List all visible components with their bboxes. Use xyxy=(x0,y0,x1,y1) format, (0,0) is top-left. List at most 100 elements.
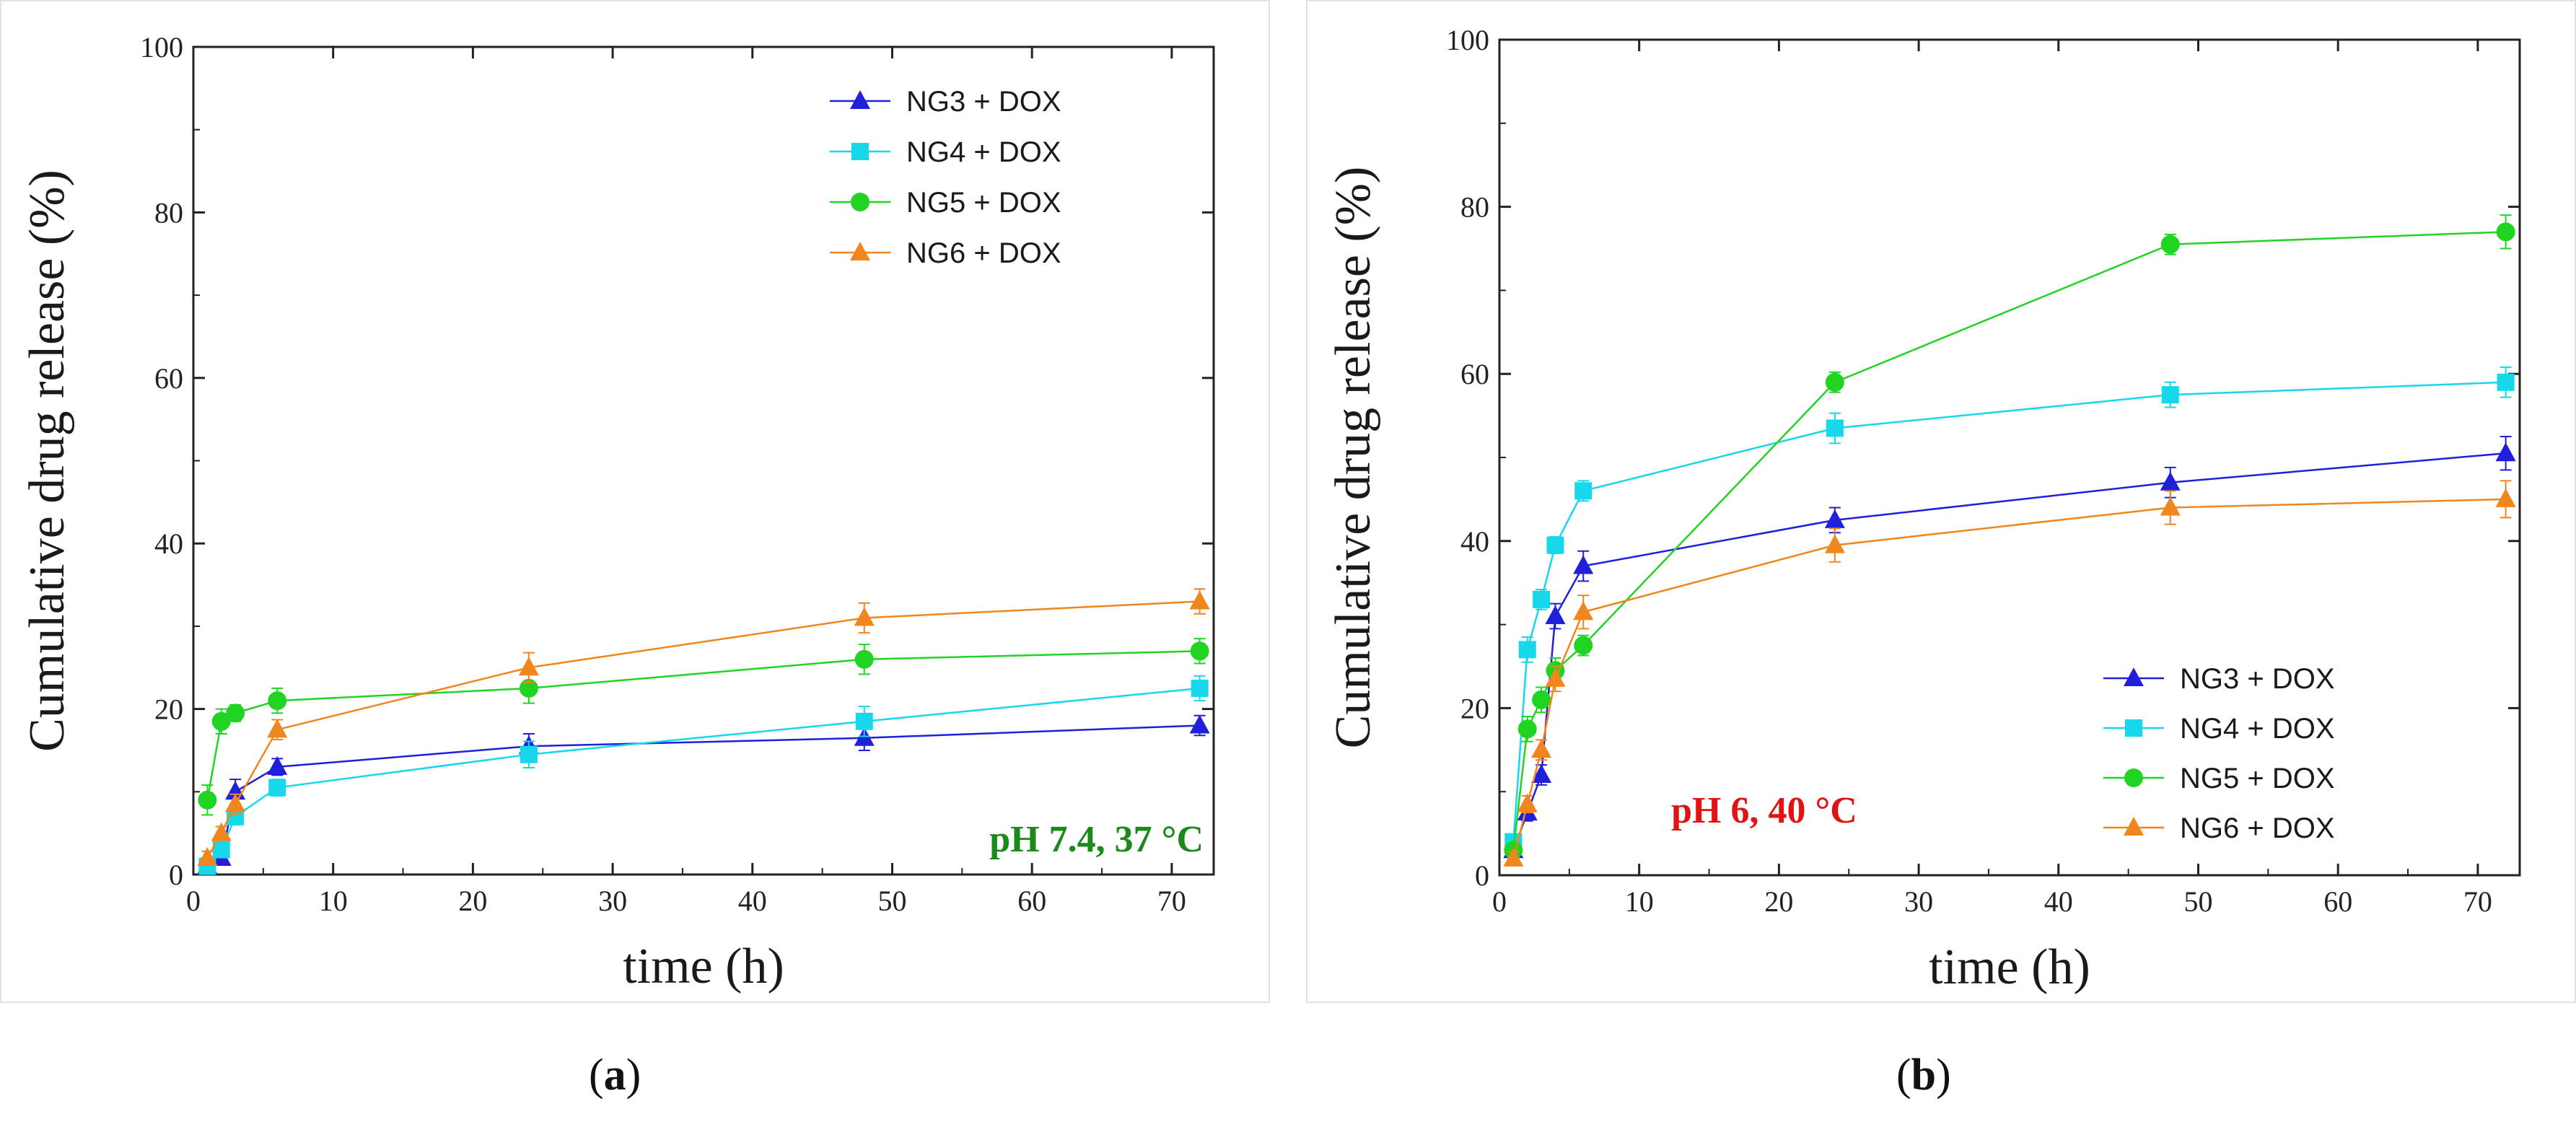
chart-b-data-point xyxy=(1574,482,1593,500)
chart-b-y-tick-label: 20 xyxy=(1460,692,1489,724)
chart-b-legend-label: NG6 + DOX xyxy=(2180,812,2335,844)
chart-b-series-2 xyxy=(1504,366,2515,851)
caption-b: (b) xyxy=(1896,1051,1951,1100)
chart-b-data-point xyxy=(1517,719,1537,739)
chart-a-data-point xyxy=(267,719,288,738)
chart-a-x-axis-title: time (h) xyxy=(623,939,784,994)
chart-b-x-tick-label: 0 xyxy=(1492,885,1507,918)
chart-a-data-point xyxy=(211,822,232,841)
chart-b-y-tick-label: 40 xyxy=(1460,525,1489,558)
chart-b-data-point xyxy=(1518,641,1536,659)
chart-a-legend-marker xyxy=(851,193,869,211)
chart-a-data-point xyxy=(1191,679,1209,697)
chart-a-data-point xyxy=(854,649,874,669)
chart-b-series-3 xyxy=(1504,214,2515,860)
chart-a-data-point xyxy=(226,704,245,723)
chart-b-y-tick-label: 60 xyxy=(1460,358,1489,390)
chart-b-y-axis-title: Cumulative drug release (%) xyxy=(1326,167,1381,749)
chart-b: 0 10 20 30 40 50 60 70 0 20 40 60 80 100 time (h) Cumul… xyxy=(1326,24,2521,995)
chart-b-x-tick-label: 20 xyxy=(1764,885,1793,918)
chart-a-legend-label: NG4 + DOX xyxy=(906,136,1061,168)
chart-b-data-point xyxy=(1545,605,1566,625)
chart-b-data-point xyxy=(1825,372,1844,392)
chart-b-y-tick-label: 100 xyxy=(1446,24,1489,56)
chart-b-data-point xyxy=(1573,555,1594,574)
chart-b-data-point xyxy=(1531,739,1552,758)
chart-a-data-point xyxy=(520,745,538,763)
chart-b-series-line xyxy=(1512,498,2506,859)
chart-b-data-point xyxy=(1532,690,1551,709)
chart-b-x-tick-label: 10 xyxy=(1625,885,1654,918)
chart-b-data-point xyxy=(1517,793,1538,812)
chart-a-plot-frame xyxy=(192,45,1215,876)
chart-b-data-point xyxy=(2160,471,2181,491)
chart-b-data-point xyxy=(1533,590,1551,608)
chart-a-x-tick-label: 70 xyxy=(1157,885,1186,917)
chart-b-legend-label: NG3 + DOX xyxy=(2180,663,2335,695)
chart-b-x-tick-label: 70 xyxy=(2463,885,2492,918)
chart-a-data-point xyxy=(198,790,217,810)
chart-b-data-point xyxy=(2495,442,2516,462)
chart-b-data-point xyxy=(1531,764,1552,784)
chart-a-data-point xyxy=(1190,641,1209,661)
caption-a-label: a xyxy=(603,1051,626,1100)
chart-a-y-tick-label: 40 xyxy=(154,527,183,560)
chart-a-data-point xyxy=(268,691,287,711)
chart-a-data-point xyxy=(518,657,539,676)
chart-a-data-point xyxy=(197,847,218,867)
chart-b-data-point xyxy=(2495,488,2516,507)
chart-b-x-tick-label: 50 xyxy=(2183,885,2212,918)
chart-b-legend-marker xyxy=(2125,719,2142,737)
chart-a-legend: NG3 + DOX NG4 + DOX NG5 + DOX NG6 + DOX xyxy=(830,86,1061,269)
chart-b-data-point xyxy=(2160,235,2180,254)
chart-a-series-4 xyxy=(197,588,1210,867)
chart-a-data-point xyxy=(1189,714,1210,734)
chart-a-data-point xyxy=(225,793,246,812)
chart-a-y-tick-label: 0 xyxy=(169,859,183,891)
chart-b-series-4 xyxy=(1503,480,2516,867)
chart-b-condition-annotation: pH 6, 40 °C xyxy=(1671,790,1857,831)
panel-a-frame xyxy=(0,0,1270,1003)
chart-b-series-line xyxy=(1512,231,2506,851)
chart-b-series-line xyxy=(1512,452,2506,851)
chart-a-data-point xyxy=(267,755,288,775)
chart-a-data-point xyxy=(268,779,286,797)
chart-a-data-point xyxy=(1189,590,1210,610)
chart-a-series-3 xyxy=(198,638,1209,816)
chart-b-data-point xyxy=(2161,386,2179,404)
chart-b-x-tick-label: 30 xyxy=(1904,885,1933,918)
chart-a-legend-marker xyxy=(851,143,869,160)
chart-b-x-tick-label: 60 xyxy=(2323,885,2352,918)
chart-a-x-tick-label: 40 xyxy=(738,885,767,917)
chart-a-data-point xyxy=(519,678,538,698)
chart-b-y-tick-label: 80 xyxy=(1460,191,1489,224)
chart-b-y-tick-label: 0 xyxy=(1475,859,1489,892)
chart-b-data-point xyxy=(1503,847,1524,867)
chart-a-data-point xyxy=(855,712,873,730)
chart-a-y-tick-label: 60 xyxy=(154,362,183,395)
chart-b-legend: NG3 + DOX NG4 + DOX NG5 + DOX NG6 + DOX xyxy=(2103,663,2335,844)
chart-b-data-point xyxy=(2496,222,2515,242)
chart-a-y-tick-label: 80 xyxy=(154,196,183,229)
chart-b-data-point xyxy=(2160,496,2181,516)
chart-a-x-tick-label: 60 xyxy=(1017,885,1046,917)
caption-a: (a) xyxy=(589,1051,641,1100)
chart-b-x-axis-title: time (h) xyxy=(1929,939,2090,995)
chart-a-x-tick-label: 50 xyxy=(877,885,906,917)
chart-a-legend-label: NG6 + DOX xyxy=(906,237,1061,269)
chart-b-data-point xyxy=(2497,373,2515,391)
chart-a-condition-annotation: pH 7.4, 37 °C xyxy=(989,819,1204,860)
caption-b-label: b xyxy=(1911,1051,1937,1100)
chart-a-legend-marker xyxy=(850,90,870,109)
chart-a-x-tick-label: 30 xyxy=(598,885,627,917)
chart-a-x-tick-label: 10 xyxy=(319,885,348,917)
chart-b-legend-label: NG5 + DOX xyxy=(2180,763,2335,794)
chart-a-legend-label: NG3 + DOX xyxy=(906,86,1061,118)
chart-b-data-point xyxy=(1574,636,1593,655)
chart-b-legend-label: NG4 + DOX xyxy=(2180,713,2335,745)
chart-a-y-tick-label: 20 xyxy=(154,693,183,726)
chart-b-data-point xyxy=(1824,509,1845,528)
chart-b-data-point xyxy=(1545,667,1566,687)
chart-a-legend-label: NG5 + DOX xyxy=(906,187,1061,219)
